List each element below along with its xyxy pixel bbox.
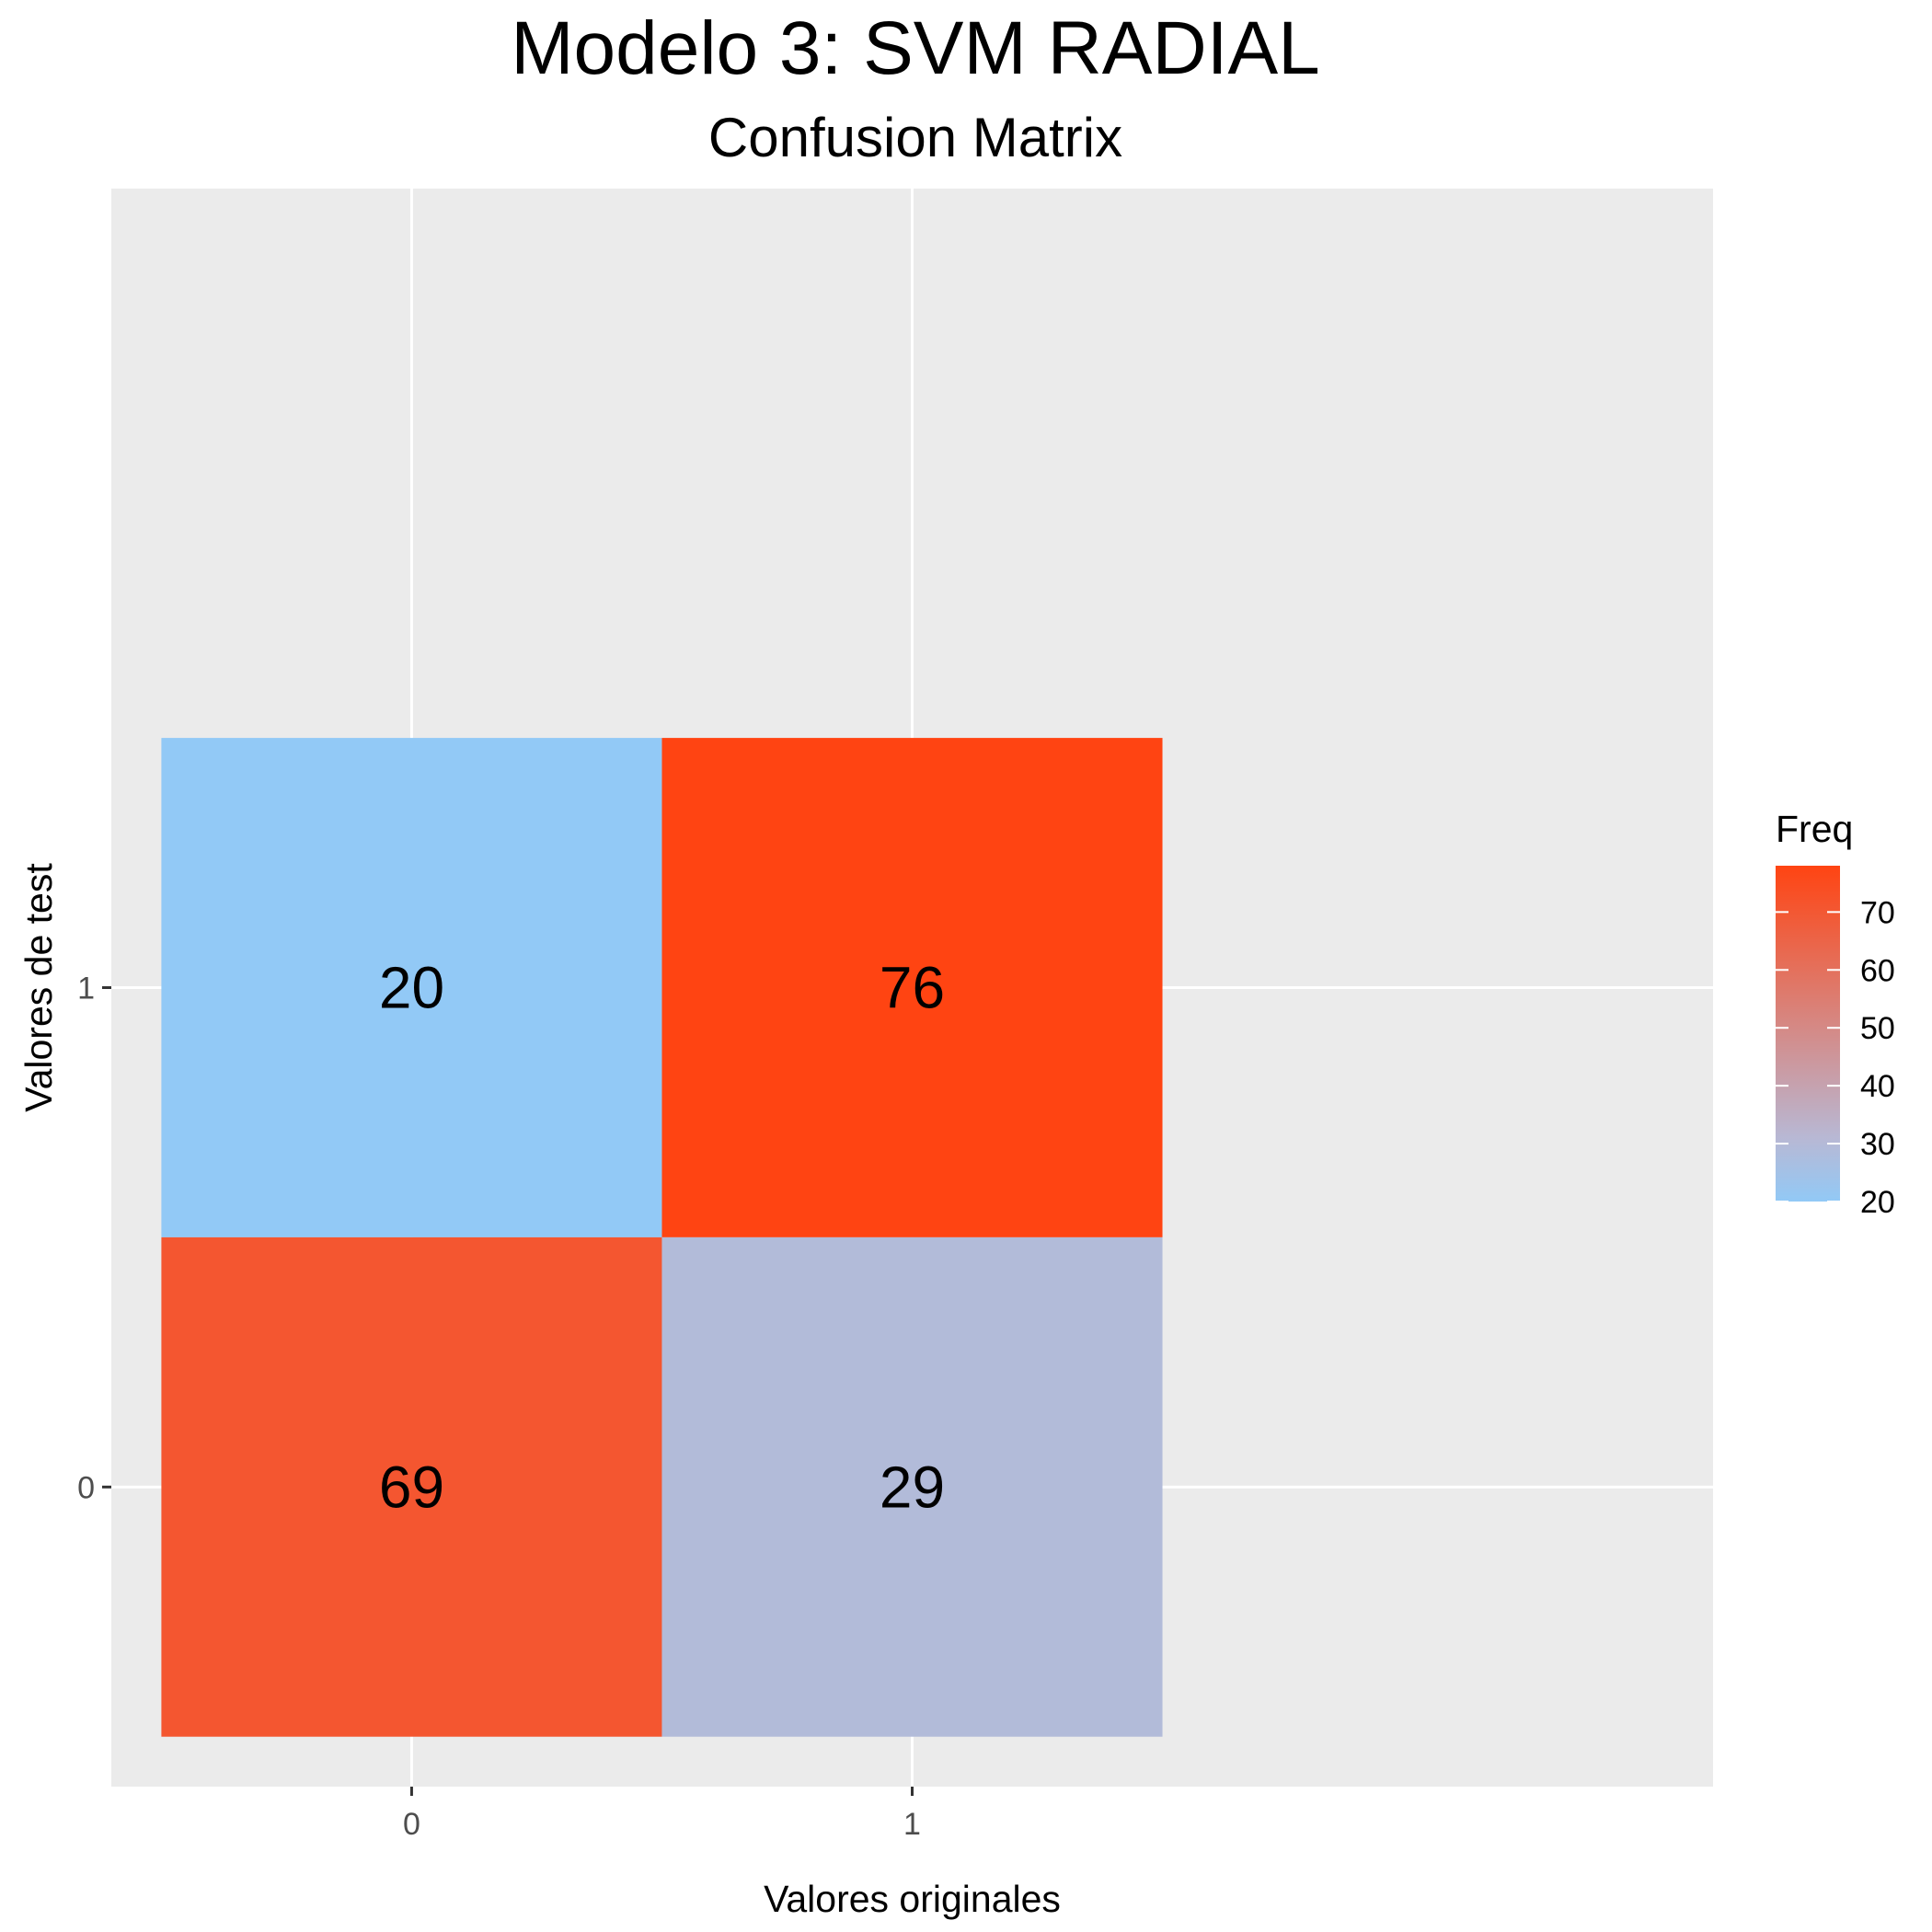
y-axis-title: Valores de test (17, 863, 60, 1112)
y-tick-label: 0 (77, 1470, 95, 1505)
heatmap-cell (161, 738, 662, 1237)
heatmap-cell (161, 1236, 662, 1737)
cell-value-label: 69 (379, 1454, 444, 1520)
x-tick-label: 0 (403, 1807, 420, 1842)
legend-tick-label: 60 (1860, 953, 1895, 988)
cell-value-label: 20 (379, 955, 444, 1021)
heatmap-cell (661, 738, 1163, 1237)
heatmap-cell (661, 1236, 1163, 1737)
cell-value-label: 76 (880, 955, 945, 1021)
legend-ticks: 20 30 40 50 60 70 (1776, 895, 1895, 1220)
x-axis-title: Valores originales (764, 1878, 1061, 1920)
y-tick-label: 1 (77, 972, 95, 1006)
legend-colorbar (1776, 866, 1840, 1202)
y-axis: 01 (77, 972, 111, 1505)
chart-title: Modelo 3: SVM RADIAL (511, 6, 1320, 90)
legend-tick-label: 30 (1860, 1127, 1895, 1162)
color-legend: Freq 20 30 40 50 60 70 (1776, 808, 1895, 1220)
cell-value-label: 29 (880, 1454, 945, 1520)
legend-tick-label: 20 (1860, 1185, 1895, 1220)
legend-tick-label: 50 (1860, 1011, 1895, 1046)
legend-tick-label: 70 (1860, 895, 1895, 930)
chart-subtitle: Confusion Matrix (707, 107, 1123, 168)
legend-tick-label: 40 (1860, 1069, 1895, 1104)
x-tick-label: 1 (903, 1807, 921, 1842)
legend-title: Freq (1776, 808, 1853, 850)
heatmap-cells: 20 76 69 29 (161, 738, 1163, 1737)
